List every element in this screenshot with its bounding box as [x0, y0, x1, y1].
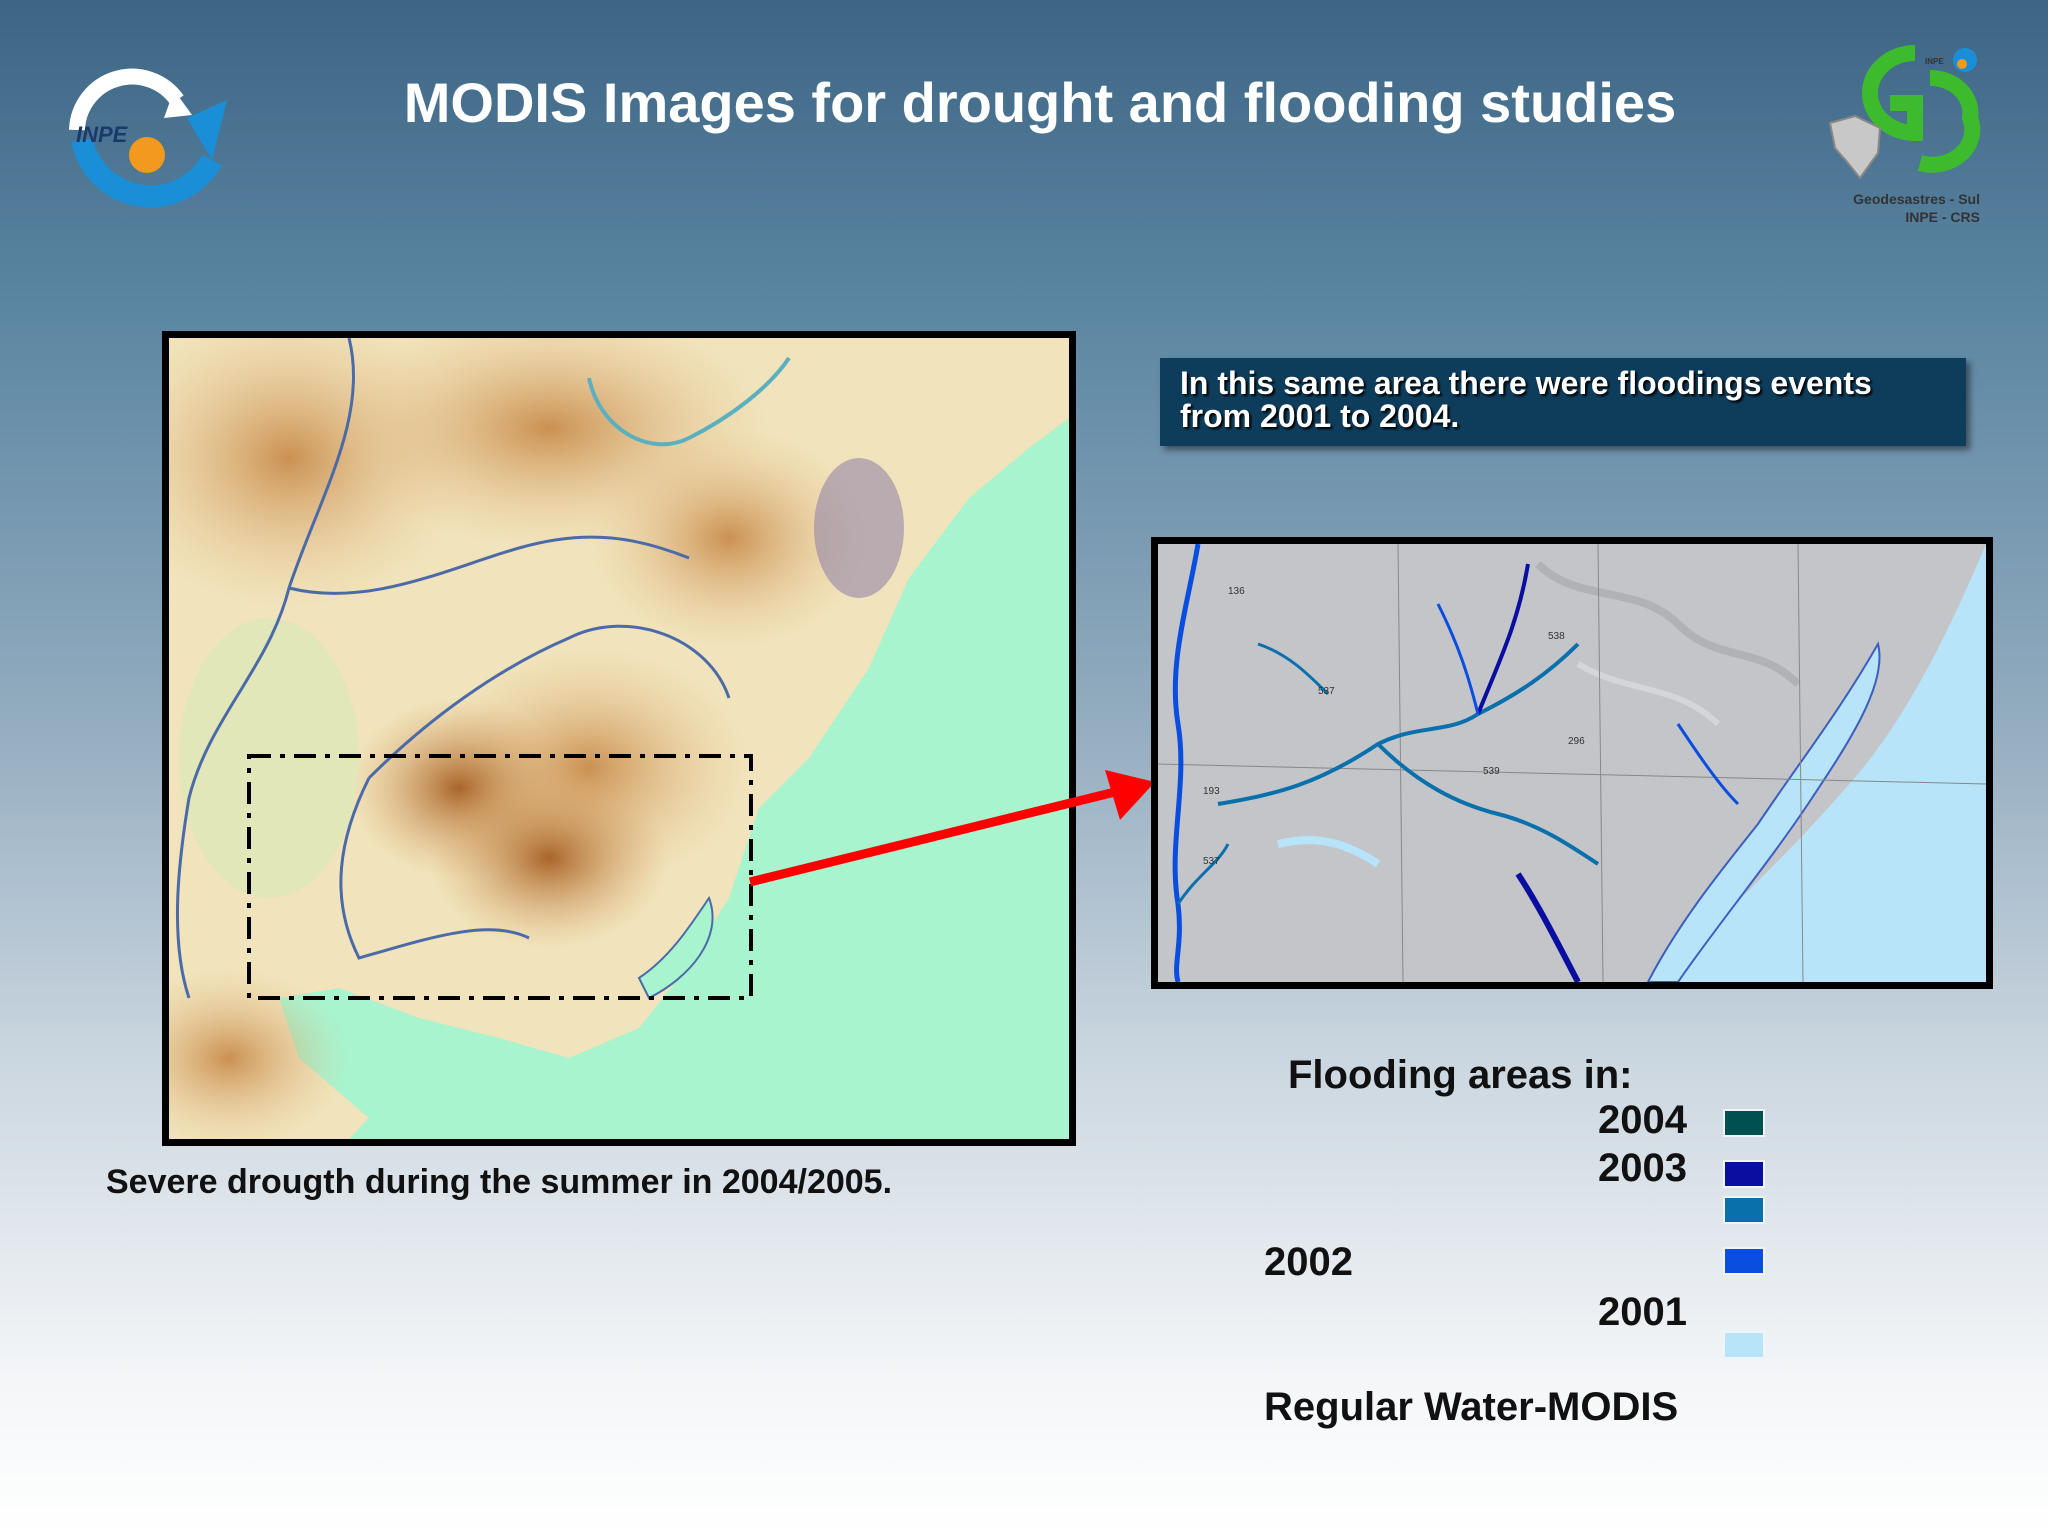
river: [339, 777, 530, 960]
legend-swatch-regular-water: [1723, 1331, 1765, 1359]
legend-swatch-2003-b: [1723, 1196, 1765, 1224]
river: [367, 624, 731, 780]
inpe-logo-text: INPE: [76, 122, 129, 147]
geodesastres-caption-line1: Geodesastres - Sul: [1853, 191, 1980, 207]
geodesastres-caption: Geodesastres - Sul INPE - CRS: [1780, 190, 1980, 226]
map-label: 539: [1483, 766, 1500, 777]
river: [175, 338, 356, 999]
flooding-callout: In this same area there were floodings e…: [1160, 358, 1966, 446]
zoom-arrow: [745, 752, 1165, 902]
legend-year-2002: 2002: [1264, 1240, 1353, 1284]
map-label: 537: [1318, 686, 1335, 697]
flooding-map: 136 537 538 296 539 193 537: [1151, 537, 1993, 989]
map-label: 136: [1228, 586, 1245, 597]
legend-title: Flooding areas in:: [1288, 1053, 1633, 1097]
ocean: [1648, 544, 1986, 982]
river-west: [1172, 544, 1201, 982]
map-label: 537: [1203, 856, 1220, 867]
map-label: 193: [1203, 786, 1220, 797]
callout-line2: from 2001 to 2004.: [1180, 398, 1460, 434]
inpe-logo: INPE: [62, 60, 242, 210]
slide-title: MODIS Images for drought and flooding st…: [403, 71, 1677, 134]
legend-swatch-2003: [1723, 1160, 1765, 1188]
callout-line1: In this same area there were floodings e…: [1180, 365, 1872, 401]
geodesastres-caption-line2: INPE - CRS: [1905, 209, 1980, 225]
legend-year-2003: 2003: [1598, 1146, 1687, 1190]
study-area-box: [247, 754, 753, 1000]
river: [288, 535, 690, 595]
river: [587, 356, 791, 447]
legend-regular-water: Regular Water-MODIS: [1264, 1385, 1679, 1429]
drought-map: [162, 331, 1076, 1146]
map-label: 538: [1548, 631, 1565, 642]
legend-swatch-2002: [1723, 1247, 1765, 1275]
drought-caption: Severe drougth during the summer in 2004…: [106, 1163, 893, 1201]
geodesastres-badge-text: INPE: [1925, 57, 1944, 66]
legend-year-2001: 2001: [1598, 1290, 1687, 1334]
legend-swatch-2004: [1723, 1109, 1765, 1137]
geodesastres-logo: INPE: [1820, 38, 2000, 188]
river-network: [1217, 642, 1580, 806]
map-label: 296: [1568, 736, 1585, 747]
legend-year-2004: 2004: [1598, 1098, 1687, 1142]
coastal-lagoon: [1646, 641, 1881, 982]
